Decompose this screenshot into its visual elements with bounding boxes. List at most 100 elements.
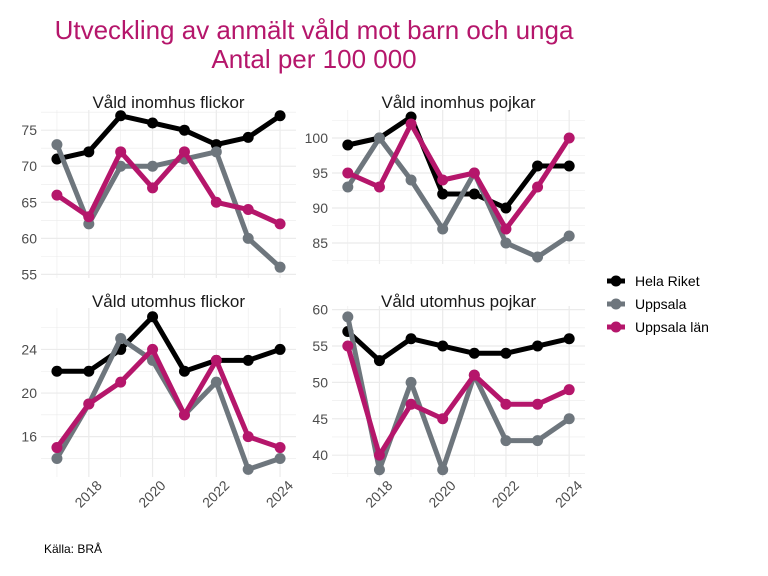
data-point	[178, 365, 190, 377]
facet-panel: 85 90 95 100 Våld inomhus pojkar	[305, 93, 585, 264]
data-point	[274, 261, 286, 273]
panel-title: Våld inomhus pojkar	[381, 93, 535, 112]
data-point	[500, 202, 512, 214]
data-point	[115, 160, 127, 172]
data-point	[51, 189, 63, 201]
data-point	[83, 365, 95, 377]
data-point	[437, 413, 449, 425]
data-point	[342, 167, 354, 179]
data-point	[147, 182, 159, 194]
data-point	[373, 355, 385, 367]
data-point	[178, 409, 190, 421]
data-point	[405, 174, 417, 186]
data-point	[405, 118, 417, 130]
data-point	[563, 384, 575, 396]
data-point	[242, 232, 254, 244]
data-point	[147, 343, 159, 355]
chart-title: Utveckling av anmält våld mot barn och u…	[55, 15, 574, 45]
data-point	[342, 311, 354, 323]
series-line	[54, 346, 281, 450]
data-point	[51, 139, 63, 151]
x-tick-label: 2018	[362, 477, 395, 510]
legend-key-point	[610, 321, 622, 333]
x-tick-label: 2024	[263, 477, 296, 510]
data-point	[405, 333, 417, 345]
x-tick-label: 2024	[552, 477, 585, 510]
data-point	[274, 452, 286, 464]
y-tick-label: 60	[21, 230, 37, 246]
data-point	[532, 181, 544, 193]
chart-caption: Källa: BRÅ	[44, 541, 102, 556]
y-tick-label: 90	[312, 200, 328, 216]
y-tick-label: 24	[21, 341, 37, 357]
data-point	[468, 167, 480, 179]
data-point	[242, 204, 254, 216]
y-tick-label: 85	[312, 235, 328, 251]
y-tick-label: 55	[21, 266, 37, 282]
data-point	[83, 146, 95, 158]
data-point	[51, 452, 63, 464]
data-point	[51, 365, 63, 377]
data-point	[563, 230, 575, 242]
data-point	[274, 442, 286, 454]
data-point	[274, 110, 286, 122]
data-point	[405, 376, 417, 388]
legend: Hela Riket Uppsala Uppsala län	[607, 273, 709, 335]
data-point	[532, 251, 544, 263]
data-point	[373, 464, 385, 476]
panel-title: Våld inomhus flickor	[92, 93, 244, 112]
data-point	[147, 311, 159, 323]
data-point	[437, 223, 449, 235]
legend-label: Hela Riket	[635, 273, 700, 289]
x-tick-label: 2022	[199, 477, 232, 510]
y-tick-label: 45	[312, 411, 328, 427]
data-point	[115, 110, 127, 122]
x-tick-label: 2018	[71, 477, 104, 510]
series-line	[346, 121, 572, 232]
data-point	[51, 442, 63, 454]
data-point	[437, 464, 449, 476]
data-point	[563, 132, 575, 144]
legend-label: Uppsala län	[635, 319, 709, 335]
data-point	[83, 398, 95, 410]
data-point	[437, 174, 449, 186]
data-point	[532, 340, 544, 352]
data-point	[274, 218, 286, 230]
data-point	[115, 376, 127, 388]
y-tick-label: 50	[312, 374, 328, 390]
data-point	[373, 132, 385, 144]
data-point	[468, 347, 480, 359]
y-tick-label: 20	[21, 385, 37, 401]
data-point	[563, 160, 575, 172]
data-point	[342, 181, 354, 193]
y-tick-label: 95	[312, 165, 328, 181]
data-point	[242, 354, 254, 366]
chart-subtitle: Antal per 100 000	[211, 44, 416, 74]
panel-title: Våld utomhus pojkar	[381, 292, 536, 311]
data-point	[242, 131, 254, 143]
data-point	[210, 146, 222, 158]
data-point	[468, 188, 480, 200]
y-tick-label: 75	[21, 122, 37, 138]
y-tick-label: 16	[21, 429, 37, 445]
data-point	[210, 376, 222, 388]
data-point	[342, 139, 354, 151]
data-point	[563, 333, 575, 345]
data-point	[405, 398, 417, 410]
data-point	[147, 117, 159, 129]
y-tick-label: 40	[312, 447, 328, 463]
data-point	[532, 435, 544, 447]
data-point	[500, 347, 512, 359]
data-point	[115, 146, 127, 158]
legend-key-point	[610, 275, 622, 287]
data-point	[373, 181, 385, 193]
data-point	[373, 449, 385, 461]
legend-key-point	[610, 298, 622, 310]
data-point	[115, 333, 127, 345]
panel-title: Våld utomhus flickor	[92, 292, 245, 311]
data-point	[178, 146, 190, 158]
data-point	[437, 340, 449, 352]
data-point	[500, 435, 512, 447]
